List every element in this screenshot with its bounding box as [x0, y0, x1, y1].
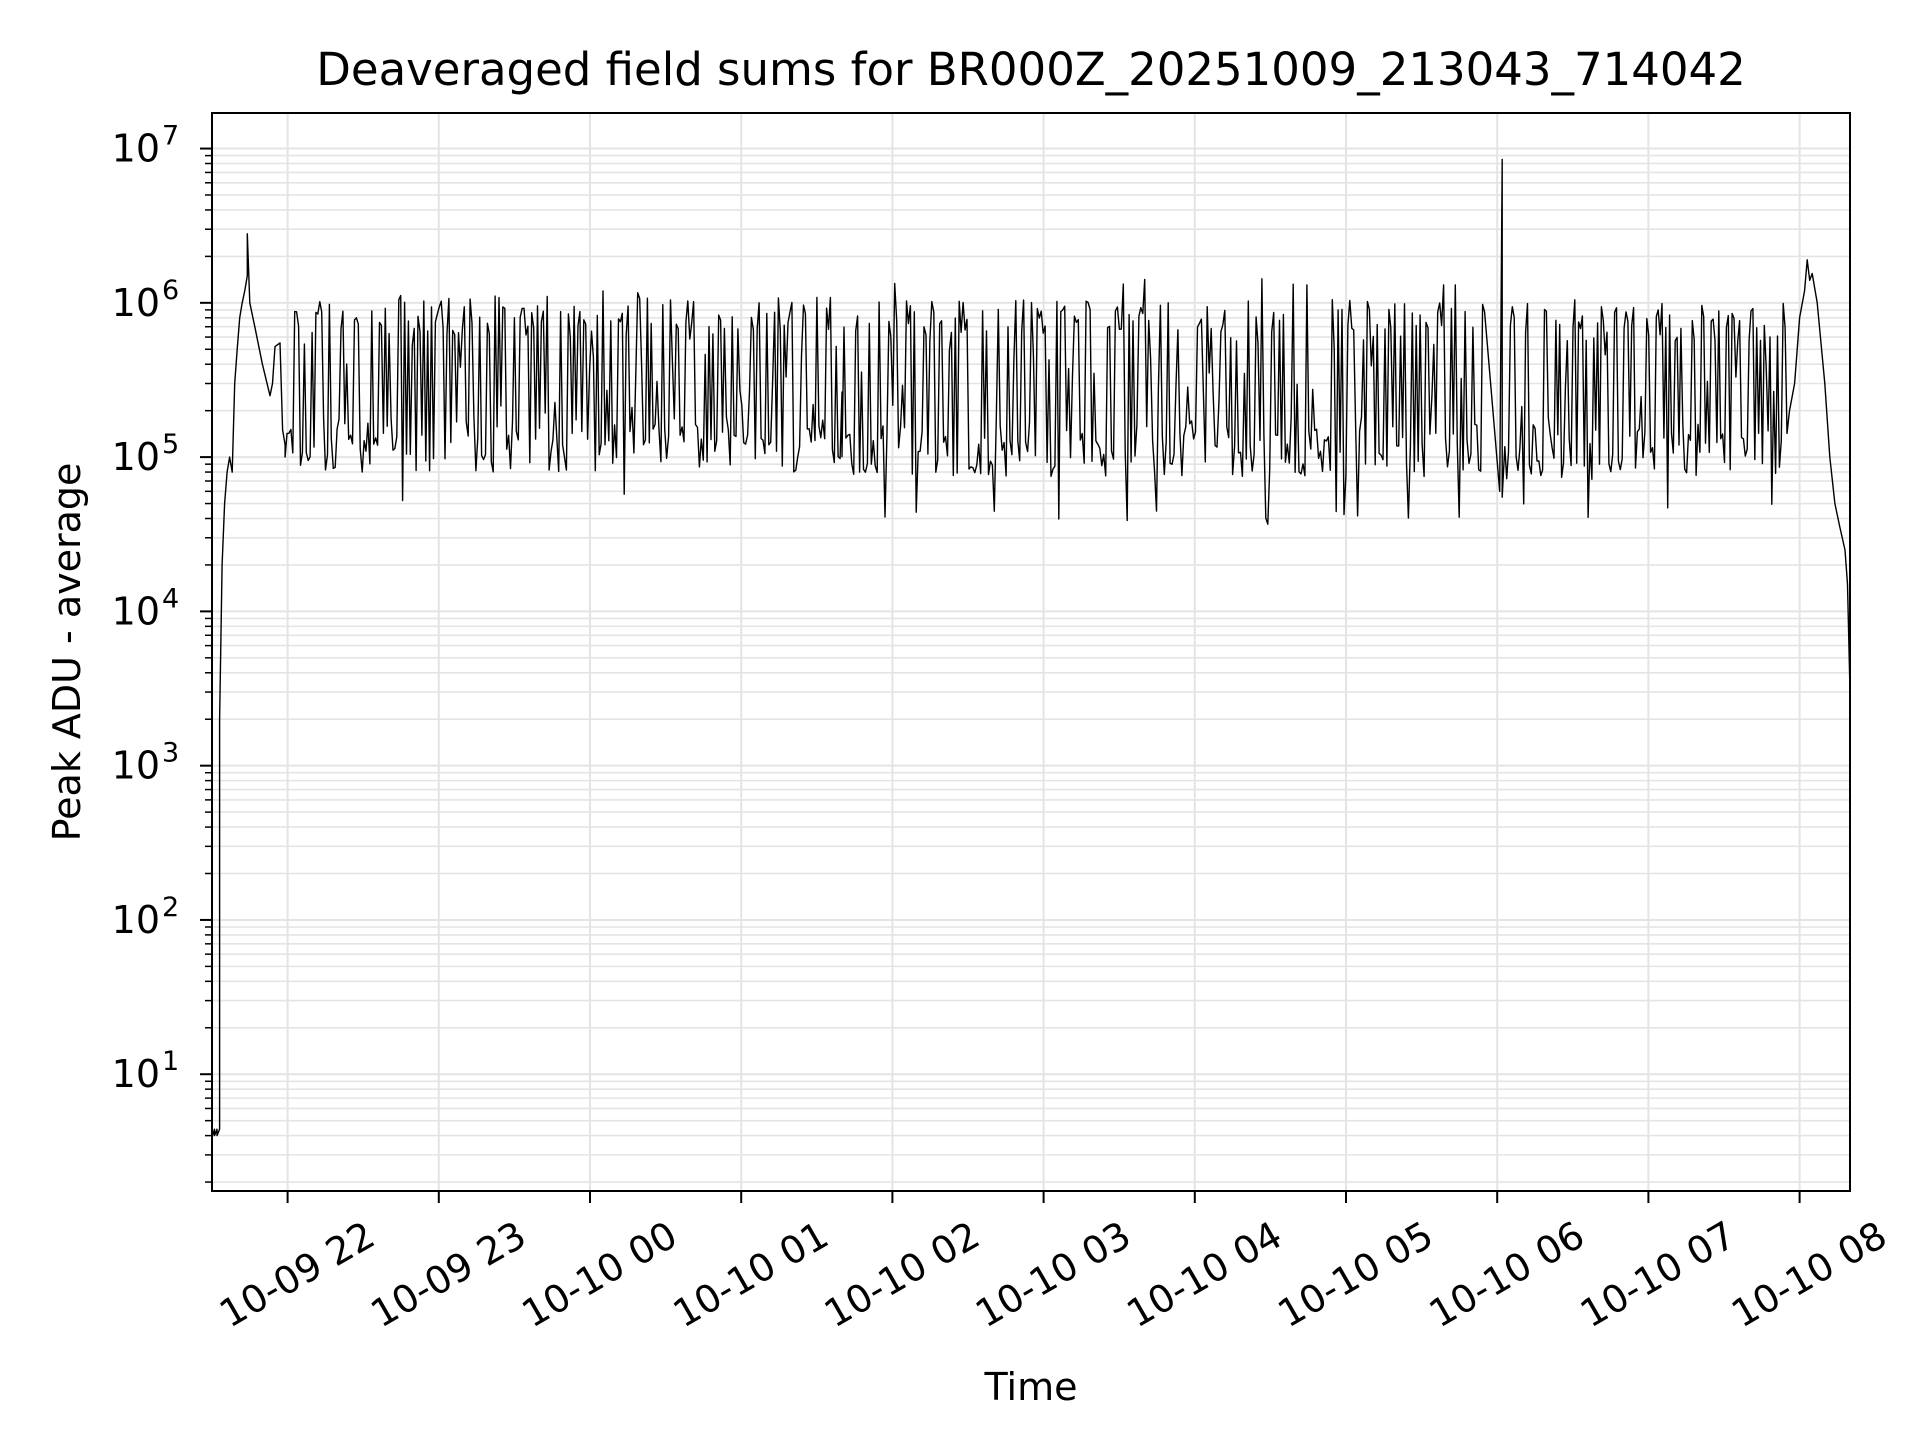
- y-tick-base: 10: [112, 744, 160, 788]
- grid: [212, 113, 1850, 1191]
- y-tick-label: 10: [112, 589, 160, 633]
- plot-frame: [211, 112, 1851, 1192]
- y-tick-base: 10: [112, 435, 160, 479]
- y-tick-exponent: 5: [162, 429, 179, 460]
- y-tick-base: 10: [112, 1052, 160, 1096]
- y-tick-exponent: 2: [162, 892, 179, 923]
- y-tick-exponent: 3: [162, 738, 179, 769]
- y-tick-base: 10: [112, 898, 160, 942]
- x-axis-label: Time: [984, 1365, 1078, 1409]
- y-tick-label: 10: [112, 744, 160, 788]
- y-tick-label: 10: [112, 898, 160, 942]
- plot-area: [212, 113, 1850, 1191]
- y-tick-label: 10: [112, 281, 160, 325]
- series-layer: [211, 158, 1851, 1138]
- chart-title: Deaveraged field sums for BR000Z_2025100…: [316, 43, 1746, 96]
- y-tick-exponent: 4: [162, 583, 179, 614]
- y-tick-exponent: 1: [162, 1046, 179, 1077]
- y-tick-base: 10: [112, 281, 160, 325]
- series-line: [211, 158, 1851, 1138]
- y-tick-base: 10: [112, 127, 160, 171]
- y-tick-exponent: 6: [162, 275, 179, 306]
- y-tick-label: 10: [112, 435, 160, 479]
- y-tick-label: 10: [112, 1052, 160, 1096]
- y-tick-exponent: 7: [162, 121, 179, 152]
- y-axis-label: Peak ADU - average: [45, 463, 89, 842]
- y-tick-base: 10: [112, 589, 160, 633]
- y-tick-label: 10: [112, 127, 160, 171]
